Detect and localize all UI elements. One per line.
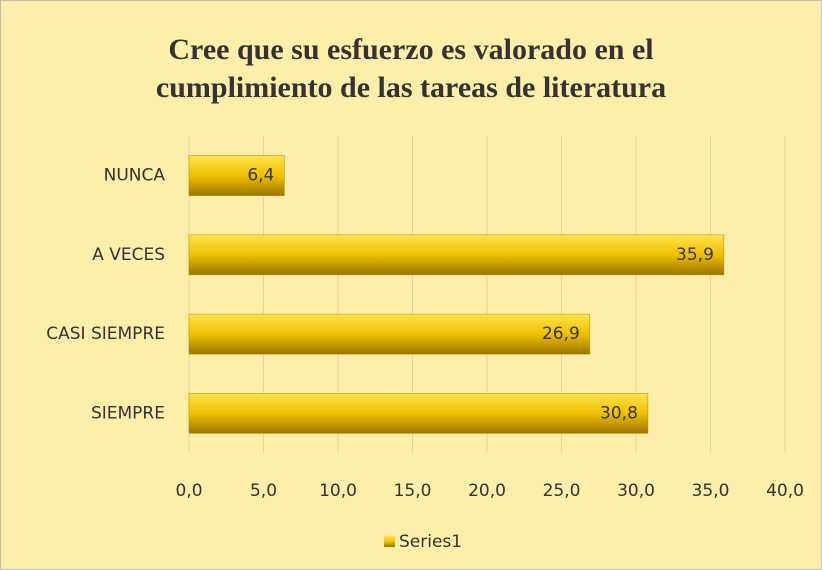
y-tick-label: SIEMPRE [91,403,165,423]
y-tick-label: NUNCA [104,166,166,186]
legend-label: Series1 [399,532,462,552]
x-tick-label: 10,0 [319,481,357,501]
bar [188,313,591,355]
bar [188,393,649,434]
data-label: 30,8 [600,403,638,423]
y-tick-label: A VECES [92,245,165,265]
x-tick-label: 5,0 [250,481,277,501]
data-label: 26,9 [542,324,580,344]
x-tick-label: 25,0 [543,481,581,501]
x-tick-label: 30,0 [617,481,655,501]
y-tick-label: CASI SIEMPRE [46,324,165,344]
chart-title: Cree que su esfuerzo es valorado en el c… [155,33,667,104]
bar [188,234,725,276]
legend-swatch [384,536,395,547]
x-tick-label: 35,0 [692,481,730,501]
data-label: 35,9 [676,245,714,265]
data-label: 6,4 [247,166,274,186]
x-tick-label: 0,0 [175,481,202,501]
x-tick-label: 40,0 [766,481,804,501]
x-tick-label: 15,0 [394,481,432,501]
x-tick-label: 20,0 [468,481,506,501]
bar [188,155,285,196]
